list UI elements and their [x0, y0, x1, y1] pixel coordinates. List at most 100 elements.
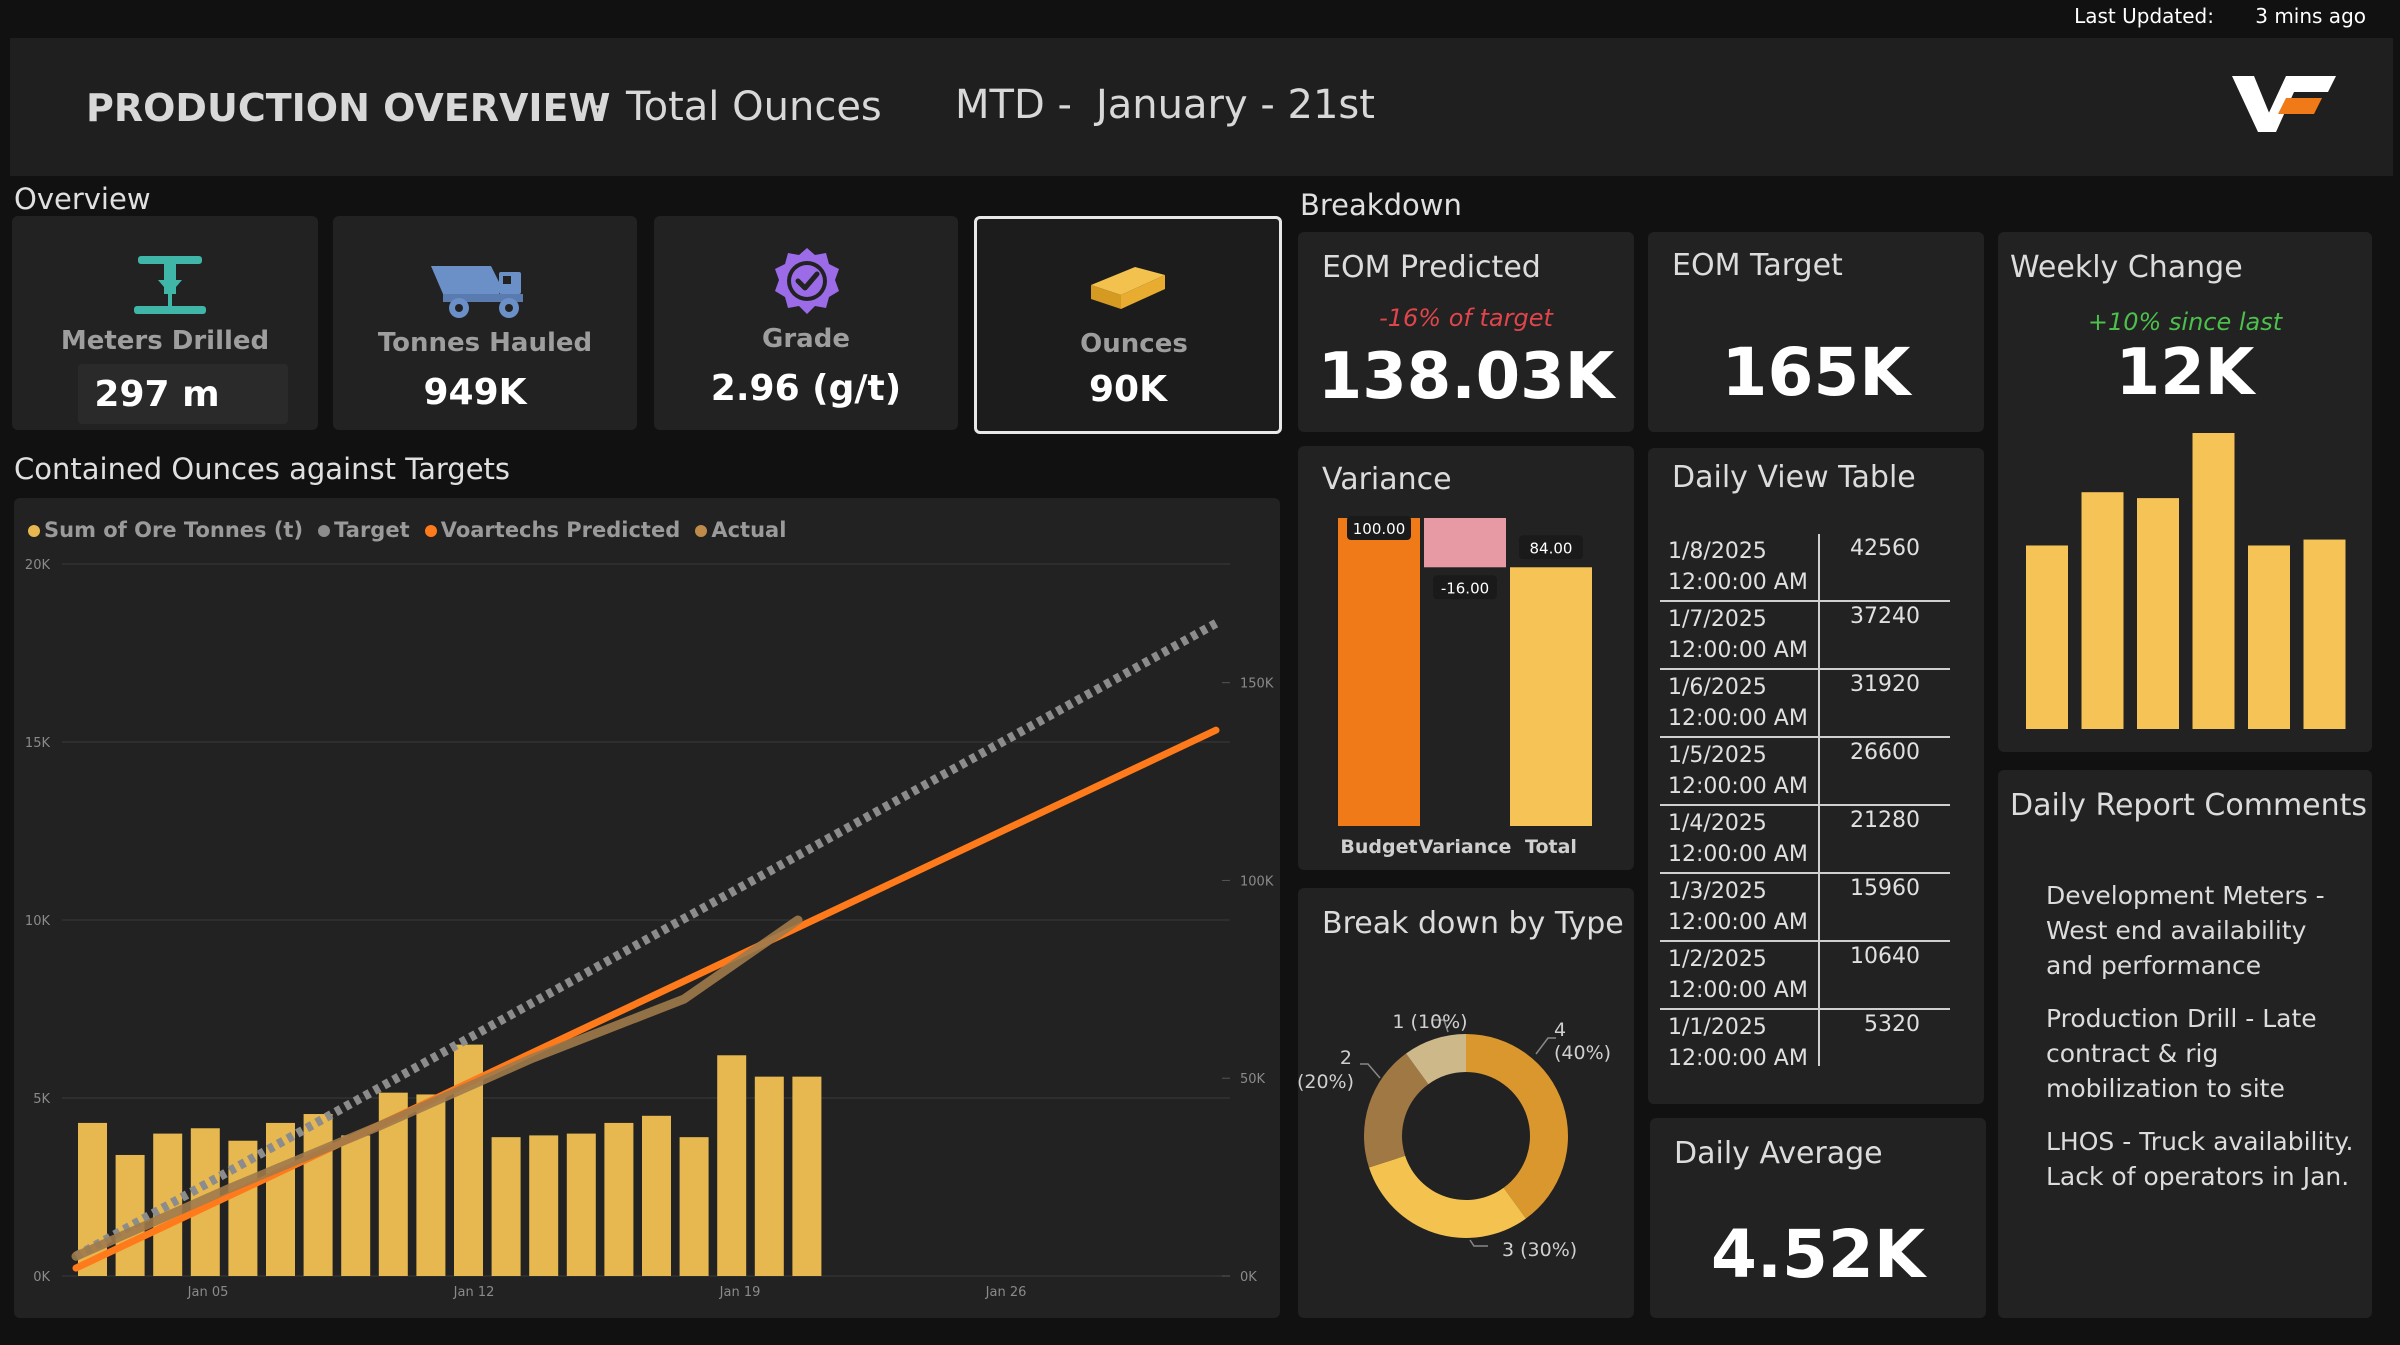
table-row[interactable]: 1/3/2025 12:00:00 AM 15960	[1668, 876, 1920, 935]
donut-leader	[1535, 1037, 1556, 1055]
card-eom-target[interactable]: EOM Target 165K	[1648, 232, 1984, 432]
kpi-card-meters-drilled[interactable]: Meters Drilled 297 m	[12, 216, 318, 430]
card-daily-average[interactable]: Daily Average 4.52K	[1650, 1118, 1986, 1318]
ore-tonnes-bar	[529, 1135, 559, 1276]
card-daily-report-comments[interactable]: Daily Report Comments Development Meters…	[1998, 770, 2372, 1318]
variance-title: Variance	[1322, 462, 1452, 497]
period-date: January - 21st	[1096, 82, 1375, 128]
ore-tonnes-bar	[491, 1137, 521, 1276]
variance-bar-variance	[1424, 518, 1506, 568]
ore-tonnes-bar	[416, 1094, 446, 1276]
weekly-bar	[2137, 498, 2179, 729]
table-row[interactable]: 1/5/2025 12:00:00 AM 26600	[1668, 740, 1920, 799]
ore-tonnes-bar	[115, 1154, 145, 1276]
top-bar: Last Updated: 3 mins ago	[0, 0, 2400, 36]
actual-line	[71, 915, 803, 1261]
predicted-line	[72, 726, 1220, 1272]
period-prefix: MTD -	[955, 82, 1072, 128]
variance-label-budget-bg	[1347, 516, 1411, 540]
donut-label-1: 1 (10%)	[1392, 1011, 1467, 1033]
daily-average-value: 4.52K	[1711, 1216, 1925, 1293]
comments-title: Daily Report Comments	[2010, 788, 2368, 823]
table-row[interactable]: 1/4/2025 12:00:00 AM 21280	[1668, 808, 1920, 867]
breakdown-donut-chart[interactable]: 4(40%) 3 (30%) 2(20%) 1 (10%)	[1298, 888, 1634, 1318]
donut-title: Break down by Type	[1322, 906, 1624, 941]
variance-x-label: Budget	[1340, 836, 1417, 858]
variance-label-variance-bg	[1433, 575, 1497, 600]
kpi-value-ounces: 90K	[1089, 369, 1167, 410]
ore-tonnes-bar	[604, 1122, 634, 1276]
weekly-bar	[2303, 539, 2346, 729]
kpi-card-grade[interactable]: Grade 2.96 (g/t)	[654, 216, 958, 430]
weekly-bar	[2192, 433, 2235, 729]
drill-rig-icon	[124, 250, 216, 324]
legend-item-predicted[interactable]: Voartechs Predicted	[424, 518, 680, 542]
card-eom-predicted[interactable]: EOM Predicted -16% of target 138.03K	[1298, 232, 1634, 432]
ore-tonnes-bar	[754, 1076, 784, 1276]
kpi-label-tonnes-hauled: Tonnes Hauled	[377, 328, 593, 358]
card-variance[interactable]: Variance 100.00 -16.00 84.00 Budget Variance…	[1298, 446, 1634, 870]
table-row[interactable]: 1/1/2025 12:00:00 AM 5320	[1668, 1012, 1920, 1071]
variance-bar-budget	[1338, 518, 1420, 826]
ore-tonnes-bar	[341, 1135, 371, 1276]
x-tick-label: Jan 19	[719, 1285, 761, 1300]
table-row[interactable]: 1/6/2025 12:00:00 AM 31920	[1668, 672, 1920, 731]
kpi-card-tonnes-hauled[interactable]: Tonnes Hauled 949K	[333, 216, 637, 430]
daily-table-title: Daily View Table	[1672, 460, 1916, 495]
card-daily-view-table[interactable]: Daily View Table 1/8/2025 12:00:00 AM 425…	[1648, 448, 1984, 1104]
comment-item: Development Meters - West end availabili…	[2046, 881, 2325, 980]
overview-section-label: Overview	[14, 182, 151, 216]
table-row[interactable]: 1/7/2025 12:00:00 AM 37240	[1668, 604, 1920, 663]
last-updated-value: 3 mins ago	[2255, 4, 2366, 28]
y-right-tick-label: 150K	[1240, 677, 1274, 692]
y-left-tick-label: 20K	[25, 558, 51, 573]
donut-leader	[1432, 1019, 1449, 1033]
donut-slice	[1364, 1053, 1429, 1168]
legend-item-ore-tonnes[interactable]: Sum of Ore Tonnes (t)	[28, 518, 303, 542]
weekly-bar	[2026, 545, 2068, 729]
y-right-tick-label: 100K	[1240, 874, 1274, 889]
x-tick-label: Jan 05	[187, 1285, 229, 1300]
variance-label-variance: -16.00	[1441, 579, 1489, 597]
ore-tonnes-bar	[679, 1137, 709, 1276]
donut-label-4: 4	[1554, 1019, 1566, 1041]
kpi-label-grade: Grade	[762, 324, 850, 354]
legend-item-actual[interactable]: Actual	[695, 518, 786, 542]
eom-target-title: EOM Target	[1672, 248, 1843, 283]
table-row[interactable]: 1/8/2025 12:00:00 AM 42560	[1668, 536, 1920, 595]
daily-table[interactable]: 1/8/2025 12:00:00 AM 42560 1/7/2025 12:00:…	[1654, 534, 1954, 1074]
main-chart-section-label: Contained Ounces against Targets	[14, 452, 511, 486]
main-chart-plot[interactable]: 0K 5K 10K 15K 20K 0K 50K 100K 150K Jan 05 Jan 12 Ja…	[14, 498, 1280, 1318]
weekly-bar	[2248, 545, 2290, 729]
eom-predicted-note: -16% of target	[1379, 304, 1553, 332]
kpi-value-grade: 2.96 (g/t)	[710, 368, 902, 409]
weekly-change-note: +10% since last	[2087, 308, 2283, 336]
breakdown-section-label: Breakdown	[1300, 188, 1462, 222]
y-right-tick-label: 50K	[1240, 1072, 1266, 1087]
card-weekly-change[interactable]: Weekly Change +10% since last 12K	[1998, 232, 2372, 752]
legend-item-target[interactable]: Target	[318, 518, 410, 542]
kpi-card-ounces[interactable]: Ounces 90K	[974, 216, 1282, 434]
ore-tonnes-bar	[303, 1114, 333, 1276]
donut-slice	[1466, 1034, 1568, 1219]
page-title: PRODUCTION OVERVIEW	[86, 86, 611, 130]
weekly-bar	[2081, 492, 2124, 729]
weekly-change-chart[interactable]	[1998, 232, 2372, 752]
variance-x-label: Variance	[1419, 836, 1512, 858]
variance-label-budget: 100.00	[1353, 520, 1406, 538]
donut-leader	[1469, 1239, 1488, 1247]
card-breakdown-by-type[interactable]: Break down by Type 4 (40%) 3 (30%) 2 (20%) 1 …	[1298, 888, 1634, 1318]
badge-check-icon	[772, 246, 842, 320]
gold-bar-icon	[1087, 263, 1169, 315]
title-dash: -	[592, 82, 607, 128]
variance-label-total-bg	[1519, 535, 1583, 560]
voartechs-logo-icon[interactable]	[2228, 70, 2338, 142]
target-line	[73, 619, 1219, 1261]
donut-slice	[1368, 1155, 1526, 1238]
eom-predicted-value: 138.03K	[1317, 340, 1615, 414]
y-left-tick-label: 0K	[33, 1270, 50, 1285]
table-row[interactable]: 1/2/2025 12:00:00 AM 10640	[1668, 944, 1920, 1003]
kpi-value-tonnes-hauled: 949K	[423, 372, 527, 413]
comments-list: Development Meters - West end availabili…	[2046, 878, 2356, 1212]
